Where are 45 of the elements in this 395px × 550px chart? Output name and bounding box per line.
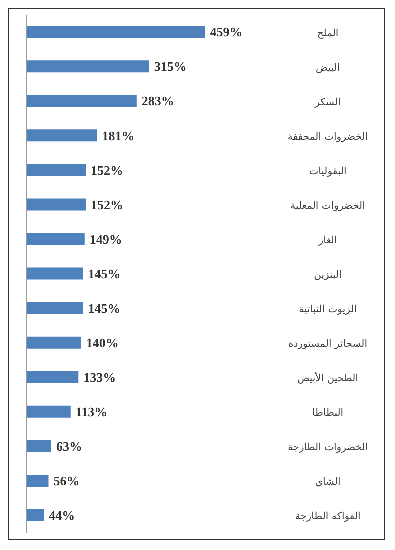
bar [27,198,86,211]
bar [27,60,150,73]
bar [27,474,49,487]
data-label: 152% [91,162,124,178]
data-label: 113% [76,404,108,420]
y-tick-label: الخضروات الطازجة [288,442,368,454]
y-tick-label: الملح [317,28,339,40]
data-label: 63% [56,439,82,454]
bar [27,26,206,38]
y-tick-label: البطاطا [312,408,344,420]
y-tick-label: الفواكه الطازجة [295,512,361,523]
data-label: 283% [142,94,174,109]
data-label: 181% [102,128,135,144]
data-label: 56% [54,474,80,489]
y-tick-label: البنزين [314,270,342,281]
data-label: 149% [90,232,122,247]
y-tick-label: البقوليات [309,166,347,178]
y-tick-label: الزيوت النباتية [299,304,357,316]
data-label: 145% [88,300,121,316]
y-tick-label: الخضروات المجففة [288,132,368,143]
data-label: 152% [91,197,124,212]
bar [27,130,98,142]
bar [27,440,52,452]
y-tick-label: السجائر المستوردة [288,339,368,350]
bar [27,164,86,176]
bar [27,406,71,418]
data-label: 140% [86,335,119,350]
y-tick-label: الطحين الأبيض [298,372,358,385]
data-label: 315% [154,59,187,74]
data-label: 44% [49,508,76,524]
bar [27,233,85,246]
bar [27,268,84,280]
y-tick-label: الغاز [318,235,338,246]
y-tick-label: البيض [316,62,340,74]
bar [27,336,82,349]
bar [27,302,84,314]
data-label: 459% [210,24,243,40]
data-label: 145% [88,266,121,282]
bar [27,510,44,522]
bar [27,371,79,384]
y-tick-label: الخضروات المعلبة [290,200,366,212]
y-tick-label: السكر [314,97,341,108]
data-label: 133% [84,370,116,385]
y-tick-label: الشاي [315,477,341,488]
bar [27,95,137,108]
